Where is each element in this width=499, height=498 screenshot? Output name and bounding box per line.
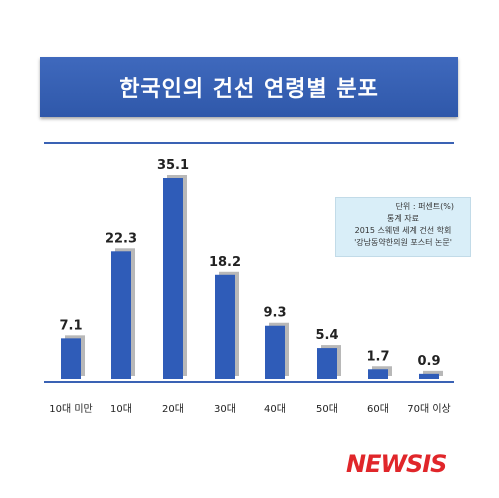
value-label: 18.2 <box>209 255 241 270</box>
value-label: 1.7 <box>366 349 389 364</box>
note-source: 통계 자료 <box>387 214 419 223</box>
value-label: 5.4 <box>315 328 338 343</box>
bar <box>265 325 285 379</box>
bar <box>163 178 183 379</box>
note-unit: 단위 : 퍼센트(%) <box>395 202 454 211</box>
note-box: 단위 : 퍼센트(%) 통계 자료 2015 스웨덴 세계 건선 학회 '강남동… <box>335 197 471 257</box>
x-tick-label: 70대 이상 <box>407 403 451 415</box>
x-tick-label: 50대 <box>316 403 338 415</box>
newsis-logo: NEWSIS <box>346 450 447 478</box>
x-tick-label: 40대 <box>264 403 286 415</box>
x-tick-label: 20대 <box>162 403 184 415</box>
bar-shadow <box>423 370 443 376</box>
bar <box>61 338 81 379</box>
value-label: 7.1 <box>59 318 82 333</box>
bar <box>215 274 235 379</box>
x-tick-label: 60대 <box>367 403 389 415</box>
value-label: 0.9 <box>417 354 440 369</box>
value-label: 9.3 <box>263 306 286 321</box>
value-label: 22.3 <box>105 231 137 246</box>
bar <box>419 373 439 379</box>
x-tick-label: 10대 미만 <box>49 403 93 415</box>
chart-title: 한국인의 건선 연령별 분포 <box>119 77 379 102</box>
bar <box>111 251 131 379</box>
x-tick-label: 30대 <box>214 403 236 415</box>
x-tick-label: 10대 <box>110 403 132 415</box>
note-line4: '강남동약한의원 포스터 논문' <box>354 238 452 247</box>
top-rule <box>44 142 454 144</box>
note-line3: 2015 스웨덴 세계 건선 학회 <box>354 226 452 235</box>
bar <box>368 369 388 379</box>
value-label: 35.1 <box>157 158 189 173</box>
title-banner: 한국인의 건선 연령별 분포 <box>40 57 458 117</box>
bar <box>317 348 337 379</box>
